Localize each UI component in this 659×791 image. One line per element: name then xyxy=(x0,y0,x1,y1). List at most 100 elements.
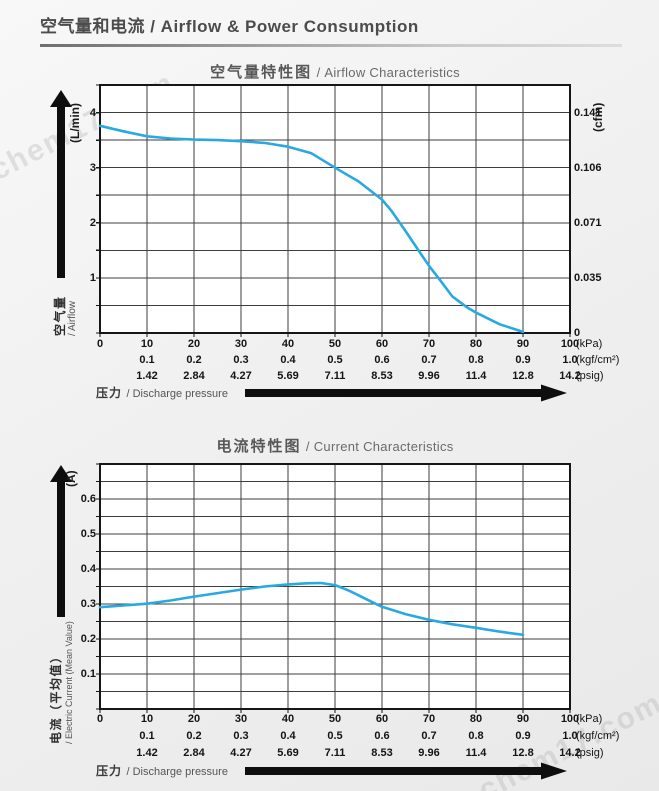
chart-title: 空气量特性图 / Airflow Characteristics xyxy=(100,61,570,82)
x-tick-label: 90 xyxy=(516,338,530,350)
x-tick-label: 0.8 xyxy=(468,354,484,366)
x-tick-label: 40 xyxy=(281,338,295,350)
y-tick-label: 0.2 xyxy=(80,633,96,645)
x-unit-label: (kgf/cm²) xyxy=(576,354,620,366)
x-axis-name-en: / Discharge pressure xyxy=(126,766,228,778)
x-tick-label: 100 xyxy=(560,338,580,350)
x-tick-label: 4.27 xyxy=(230,370,252,382)
y-tick-label: 3 xyxy=(89,161,96,174)
y-axis-up-arrow-icon xyxy=(50,90,72,278)
x-tick-label: 0.9 xyxy=(515,354,531,366)
y-right-tick-label: 0 xyxy=(574,327,581,339)
y-axis-name: 空气量 / Airflow xyxy=(53,295,79,336)
x-tick-label: 50 xyxy=(328,713,342,725)
x-tick-label: 7.11 xyxy=(324,370,346,382)
x-tick-label: 0 xyxy=(96,713,104,725)
x-tick-label: 0.7 xyxy=(421,354,437,366)
x-tick-label: 90 xyxy=(516,713,530,725)
y-tick-label: 0.5 xyxy=(80,528,96,540)
chart-title-zh: 电流特性图 xyxy=(216,438,302,455)
y-right-tick-label: 0.106 xyxy=(574,161,602,174)
x-tick-label: 0.3 xyxy=(233,354,249,366)
current-chart-section: 电流特性图 / Current Characteristics (A) 电流（平… xyxy=(0,425,659,791)
x-tick-label: 40 xyxy=(281,713,295,725)
chart-title-en: / Airflow Characteristics xyxy=(316,65,460,80)
x-tick-label: 60 xyxy=(375,338,389,350)
x-tick-label: 0.2 xyxy=(186,730,202,742)
x-tick-label: 0.4 xyxy=(280,354,296,366)
x-tick-label: 30 xyxy=(234,713,248,725)
x-tick-label: 0.3 xyxy=(233,730,249,742)
x-tick-label: 5.69 xyxy=(277,370,299,382)
x-tick-label: 14.2 xyxy=(559,370,581,382)
chart-canvas xyxy=(96,83,572,337)
y-right-tick-label: 0.141 xyxy=(574,106,602,119)
x-tick-label: 2.84 xyxy=(183,747,205,759)
x-tick-label: 0.7 xyxy=(421,730,437,742)
x-tick-label: 0.2 xyxy=(186,354,202,366)
x-tick-label: 0.8 xyxy=(468,730,484,742)
y-axis-left-unit: (A) xyxy=(64,470,78,487)
x-tick-label: 0.1 xyxy=(139,354,155,366)
x-tick-label: 0.9 xyxy=(515,730,531,742)
chart-title-en: / Current Characteristics xyxy=(305,439,454,454)
x-tick-label: 9.96 xyxy=(418,370,440,382)
plot-area xyxy=(96,83,572,337)
x-tick-label: 5.69 xyxy=(277,747,299,759)
y-tick-label: 2 xyxy=(89,216,96,229)
x-tick-label: 10 xyxy=(140,713,154,725)
x-tick-label: 0.6 xyxy=(374,730,390,742)
x-tick-label: 9.96 xyxy=(418,747,440,759)
x-axis-name-zh: 压力 xyxy=(96,764,123,778)
y-tick-label: 0.1 xyxy=(80,668,96,680)
x-tick-label: 4.27 xyxy=(230,747,252,759)
x-tick-label: 2.84 xyxy=(183,370,205,382)
y-tick-label: 1 xyxy=(89,271,96,284)
x-tick-label: 80 xyxy=(469,338,483,350)
y-axis-name-en: / Airflow xyxy=(67,300,78,336)
x-tick-label: 60 xyxy=(375,713,389,725)
x-tick-label: 0.5 xyxy=(327,730,343,742)
x-tick-label: 0.4 xyxy=(280,730,296,742)
header-divider xyxy=(40,44,622,47)
x-tick-label: 1.42 xyxy=(136,370,158,382)
x-tick-label: 8.53 xyxy=(371,370,393,382)
x-tick-label: 100 xyxy=(560,713,580,725)
x-tick-label: 11.4 xyxy=(465,370,487,382)
x-tick-label: 8.53 xyxy=(371,747,393,759)
y-right-tick-label: 0.035 xyxy=(574,271,602,284)
x-tick-label: 30 xyxy=(234,338,248,350)
plot-area xyxy=(96,462,572,713)
x-tick-label: 12.8 xyxy=(512,747,534,759)
x-tick-label: 11.4 xyxy=(465,747,487,759)
x-tick-label: 0 xyxy=(96,338,104,350)
x-axis-right-arrow-icon xyxy=(245,762,567,780)
x-tick-label: 20 xyxy=(187,713,201,725)
x-unit-label: (psig) xyxy=(576,370,604,382)
x-unit-label: (psig) xyxy=(576,747,604,759)
x-axis-name-zh: 压力 xyxy=(96,386,123,400)
x-axis-name: 压力 / Discharge pressure xyxy=(96,762,567,780)
chart-canvas xyxy=(96,462,572,713)
y-tick-label: 4 xyxy=(89,106,96,119)
x-tick-label: 12.8 xyxy=(512,370,534,382)
x-tick-label: 0.1 xyxy=(139,730,155,742)
x-unit-label: (kPa) xyxy=(576,713,603,725)
x-tick-label: 0.6 xyxy=(374,354,390,366)
x-tick-label: 10 xyxy=(140,338,154,350)
chart-title-zh: 空气量特性图 xyxy=(210,64,313,81)
y-tick-label: 0.4 xyxy=(80,563,96,575)
x-tick-label: 1.0 xyxy=(562,354,578,366)
y-axis-up-arrow-icon xyxy=(50,465,72,617)
airflow-chart-section: 空气量特性图 / Airflow Characteristics (L/min)… xyxy=(0,55,659,425)
x-tick-label: 80 xyxy=(469,713,483,725)
x-tick-label: 20 xyxy=(187,338,201,350)
y-axis-name-zh: 空气量 xyxy=(53,295,67,336)
x-tick-label: 70 xyxy=(422,713,436,725)
x-axis-right-arrow-icon xyxy=(245,384,567,402)
x-tick-label: 14.2 xyxy=(559,747,581,759)
x-tick-label: 7.11 xyxy=(324,747,346,759)
x-unit-label: (kgf/cm²) xyxy=(576,730,620,742)
y-right-tick-label: 0.071 xyxy=(574,216,602,229)
